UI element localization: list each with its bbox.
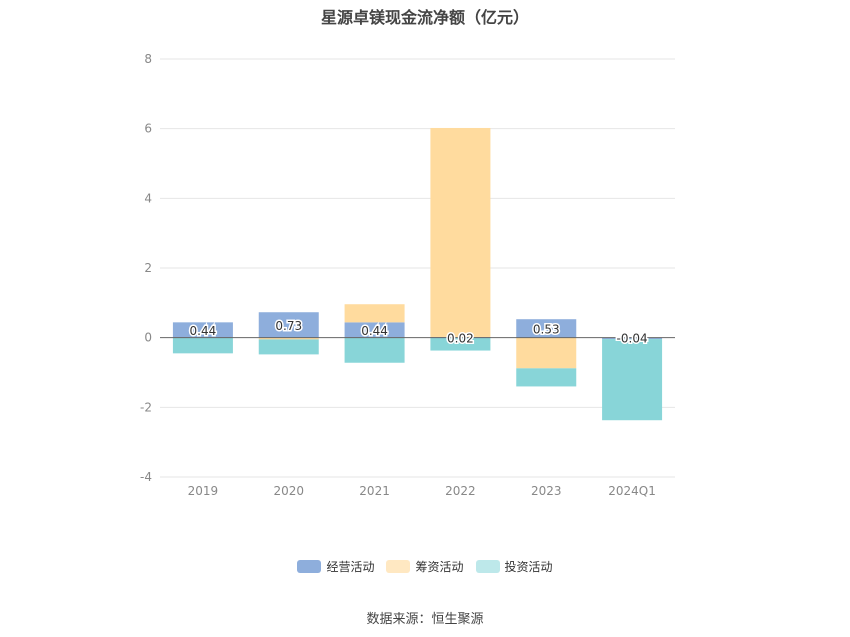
legend-item-financing[interactable]: 筹资活动 <box>386 558 464 575</box>
legend-label-operating: 经营活动 <box>326 560 375 574</box>
y-tick-label: -2 <box>140 400 152 414</box>
legend-swatch-operating <box>297 560 322 573</box>
data-source: 数据来源：恒生聚源 <box>366 612 484 627</box>
bar-2020-series-2 <box>258 339 319 355</box>
x-tick-label: 2022 <box>445 484 476 498</box>
grid-layer <box>160 58 675 478</box>
bar-2023-series-2 <box>516 368 577 387</box>
y-tick-label: 0 <box>144 331 152 345</box>
bar-2021-series-2 <box>344 337 405 363</box>
legend-label-financing: 筹资活动 <box>415 560 464 574</box>
x-tick-label: 2021 <box>359 484 390 498</box>
bar-2019-series-2 <box>172 337 233 354</box>
data-label: 0.02 <box>447 331 474 345</box>
legend-item-investing[interactable]: 投资活动 <box>475 558 553 575</box>
y-tick-label: 6 <box>144 122 152 136</box>
y-tick-label: 4 <box>144 191 152 205</box>
chart-title: 星源卓镁现金流净额（亿元） <box>320 8 529 27</box>
x-tick-label: 2019 <box>188 484 219 498</box>
bar-2021-series-0 <box>344 322 405 338</box>
data-label: 0.44 <box>361 324 388 338</box>
data-label: 0.44 <box>190 324 217 338</box>
x-tick-label: 2020 <box>273 484 304 498</box>
y-tick-label: 8 <box>144 52 152 66</box>
labels-layer: 0.44 0.73 0.44 0.02 0.53 -0.04 <box>188 317 649 347</box>
bar-2024Q1-series-2 <box>602 339 663 421</box>
legend-label-investing: 投资活动 <box>504 560 553 574</box>
bar-2022-series-1 <box>430 127 491 337</box>
legend-swatch-financing <box>386 560 411 573</box>
x-tick-label: 2024Q1 <box>608 484 656 498</box>
legend-item-operating[interactable]: 经营活动 <box>297 558 374 575</box>
y-tick-label: 2 <box>144 261 152 275</box>
legend: 经营活动 筹资活动 投资活动 <box>0 558 850 575</box>
bar-2023-series-0 <box>516 319 577 338</box>
bars-layer <box>172 127 663 421</box>
bar-2022-series-2 <box>430 337 491 351</box>
bar-2020-series-1 <box>258 337 319 340</box>
x-tick-label: 2023 <box>531 484 562 498</box>
bar-2019-series-0 <box>172 322 233 338</box>
bar-2023-series-1 <box>516 337 577 369</box>
legend-swatch-investing <box>475 560 500 573</box>
axis-layer: -4 -2 0 2 4 6 8 2019 2020 2021 2022 2023 2024Q1 <box>140 52 675 498</box>
y-tick-label: -4 <box>140 470 152 484</box>
data-label: -0.04 <box>617 332 648 346</box>
bar-2021-series-1 <box>344 304 405 323</box>
data-label: 0.53 <box>533 322 560 336</box>
bar-2024Q1-series-0 <box>602 337 663 340</box>
data-label: 0.73 <box>275 319 302 333</box>
bar-2020-series-0 <box>258 312 319 338</box>
